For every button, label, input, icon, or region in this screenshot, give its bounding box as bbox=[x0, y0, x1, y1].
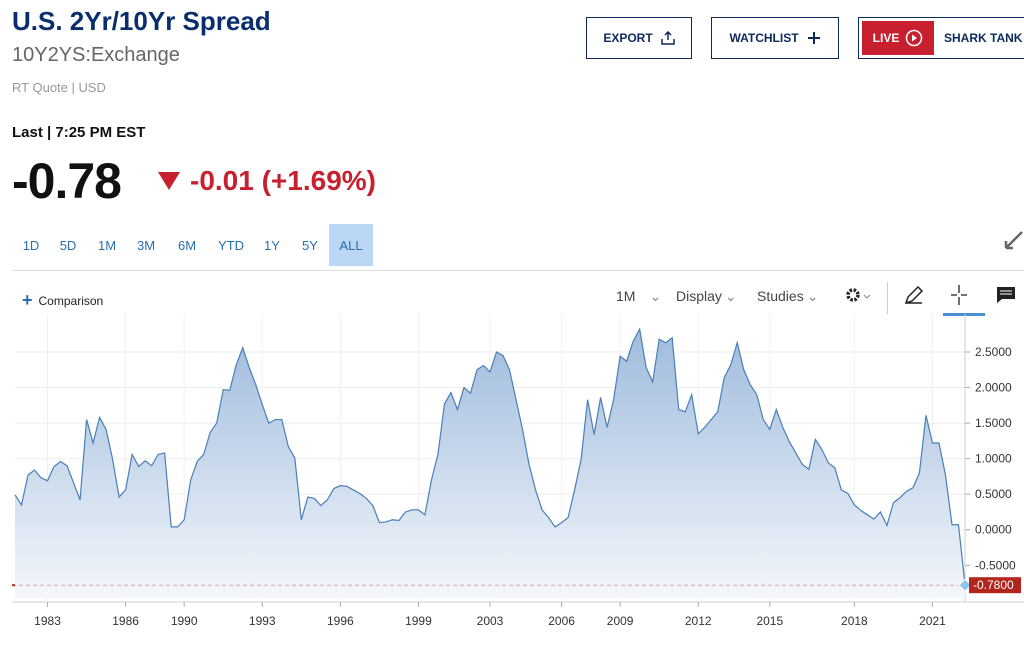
range-button[interactable]: 1M bbox=[97, 237, 117, 253]
display-menu[interactable]: Display ⌄ bbox=[676, 288, 737, 304]
last-value-label: -0.7800 bbox=[973, 578, 1014, 592]
symbol: 10Y2YS:Exchange bbox=[12, 44, 180, 66]
x-tick-label: 1990 bbox=[171, 614, 198, 628]
range-button[interactable]: 1Y bbox=[264, 237, 280, 253]
range-button[interactable]: 3M bbox=[136, 237, 156, 253]
divider bbox=[12, 270, 1024, 271]
x-tick-label: 2003 bbox=[477, 614, 504, 628]
x-tick-label: 2012 bbox=[685, 614, 712, 628]
studies-label: Studies bbox=[757, 288, 804, 304]
down-arrow bbox=[158, 172, 180, 190]
line bbox=[14, 327, 966, 586]
y-tick-label: 0.0000 bbox=[975, 523, 1012, 537]
last-value-tick bbox=[12, 584, 15, 587]
x-tick-label: 1996 bbox=[327, 614, 354, 628]
range-button[interactable]: 1D bbox=[22, 237, 40, 253]
x-tick-label: 1999 bbox=[405, 614, 432, 628]
interval-label: 1M bbox=[616, 288, 636, 304]
area bbox=[15, 329, 965, 598]
export-icon bbox=[660, 31, 675, 45]
range-button[interactable]: 5Y bbox=[302, 237, 318, 253]
y-tick-label: 0.5000 bbox=[975, 487, 1012, 501]
last-price: -0.78 bbox=[12, 153, 122, 209]
live-button[interactable]: LIVE SHARK TANK bbox=[858, 17, 1024, 59]
watchlist-label: WATCHLIST bbox=[729, 31, 799, 45]
draw-icon[interactable] bbox=[903, 284, 925, 306]
x-tick-label: 2018 bbox=[841, 614, 868, 628]
x-tick-label: 2021 bbox=[919, 614, 946, 628]
live-label: LIVE bbox=[872, 31, 900, 45]
export-button[interactable]: EXPORT bbox=[586, 17, 692, 59]
y-tick-label: 1.0000 bbox=[975, 452, 1012, 466]
x-tick-label: 2009 bbox=[607, 614, 634, 628]
x-tick-label: 2006 bbox=[548, 614, 575, 628]
export-label: EXPORT bbox=[603, 31, 653, 45]
crosshair-icon[interactable] bbox=[943, 282, 985, 316]
y-tick-label: -0.5000 bbox=[975, 558, 1016, 572]
toolbar-divider bbox=[887, 282, 888, 314]
comparison-label: Comparison bbox=[38, 293, 104, 308]
studies-menu[interactable]: Studies ⌄ bbox=[757, 288, 819, 304]
chart: 2.5000 2.0000 1.5000 1.0000 0.5000 0.0000 -0.5… bbox=[12, 314, 1024, 628]
plus-icon: + bbox=[22, 290, 33, 310]
last-value-badge bbox=[969, 577, 1021, 594]
display-label: Display bbox=[676, 288, 722, 304]
range-button[interactable]: YTD bbox=[218, 237, 244, 253]
settings-icon[interactable] bbox=[844, 286, 874, 306]
quote-info: RT Quote | USD bbox=[12, 80, 106, 95]
live-badge: LIVE bbox=[862, 21, 934, 55]
play-icon bbox=[906, 29, 923, 47]
range-button[interactable]: 6M bbox=[177, 237, 197, 253]
shark-tank-label: SHARK TANK bbox=[944, 31, 1023, 45]
range-button[interactable]: ALL bbox=[329, 224, 373, 266]
y-tick-label: 1.5000 bbox=[975, 416, 1012, 430]
x-tick-label: 2015 bbox=[756, 614, 783, 628]
x-tick-label: 1993 bbox=[249, 614, 276, 628]
title: U.S. 2Yr/10Yr Spread bbox=[12, 6, 271, 36]
y-tick-label: 2.5000 bbox=[975, 345, 1012, 359]
x-tick-label: 1986 bbox=[112, 614, 139, 628]
interval-menu[interactable]: 1M ⌄ bbox=[616, 288, 662, 304]
x-tick-label: 1983 bbox=[34, 614, 61, 628]
comment-icon[interactable] bbox=[996, 285, 1016, 305]
range-button[interactable]: 5D bbox=[59, 237, 77, 253]
y-tick-label: 2.0000 bbox=[975, 381, 1012, 395]
comparison-button[interactable]: + Comparison bbox=[22, 290, 103, 311]
quote-time: Last | 7:25 PM EST bbox=[12, 124, 146, 141]
expand-icon[interactable] bbox=[1004, 224, 1024, 250]
plus-icon bbox=[807, 32, 820, 44]
watchlist-button[interactable]: WATCHLIST bbox=[711, 17, 839, 59]
price-change: -0.01 (+1.69%) bbox=[190, 165, 376, 196]
